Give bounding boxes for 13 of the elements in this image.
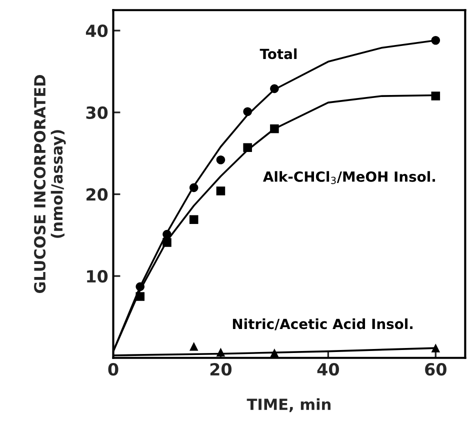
series-label: Nitric/Acetic Acid Insol. — [232, 318, 413, 330]
series-label: Alk-CHCl$_{3}$/MeOH Insol. — [263, 171, 435, 184]
y-tick-label: 40 — [86, 24, 108, 38]
x-tick-label: 40 — [317, 363, 339, 376]
y-tick-label: 20 — [86, 188, 108, 201]
x-tick-label: 0 — [108, 363, 118, 376]
x-axis-title: TIME, min — [246, 398, 330, 412]
x-tick-label: 60 — [425, 363, 446, 376]
x-tick-label: 20 — [210, 363, 232, 376]
y-tick-label: 30 — [86, 106, 108, 119]
y-tick-label: 10 — [87, 270, 108, 283]
text: Total — [260, 48, 297, 60]
y-axis-title: GLUCOSE INCORPORATED (nmol/assay) — [34, 74, 66, 294]
